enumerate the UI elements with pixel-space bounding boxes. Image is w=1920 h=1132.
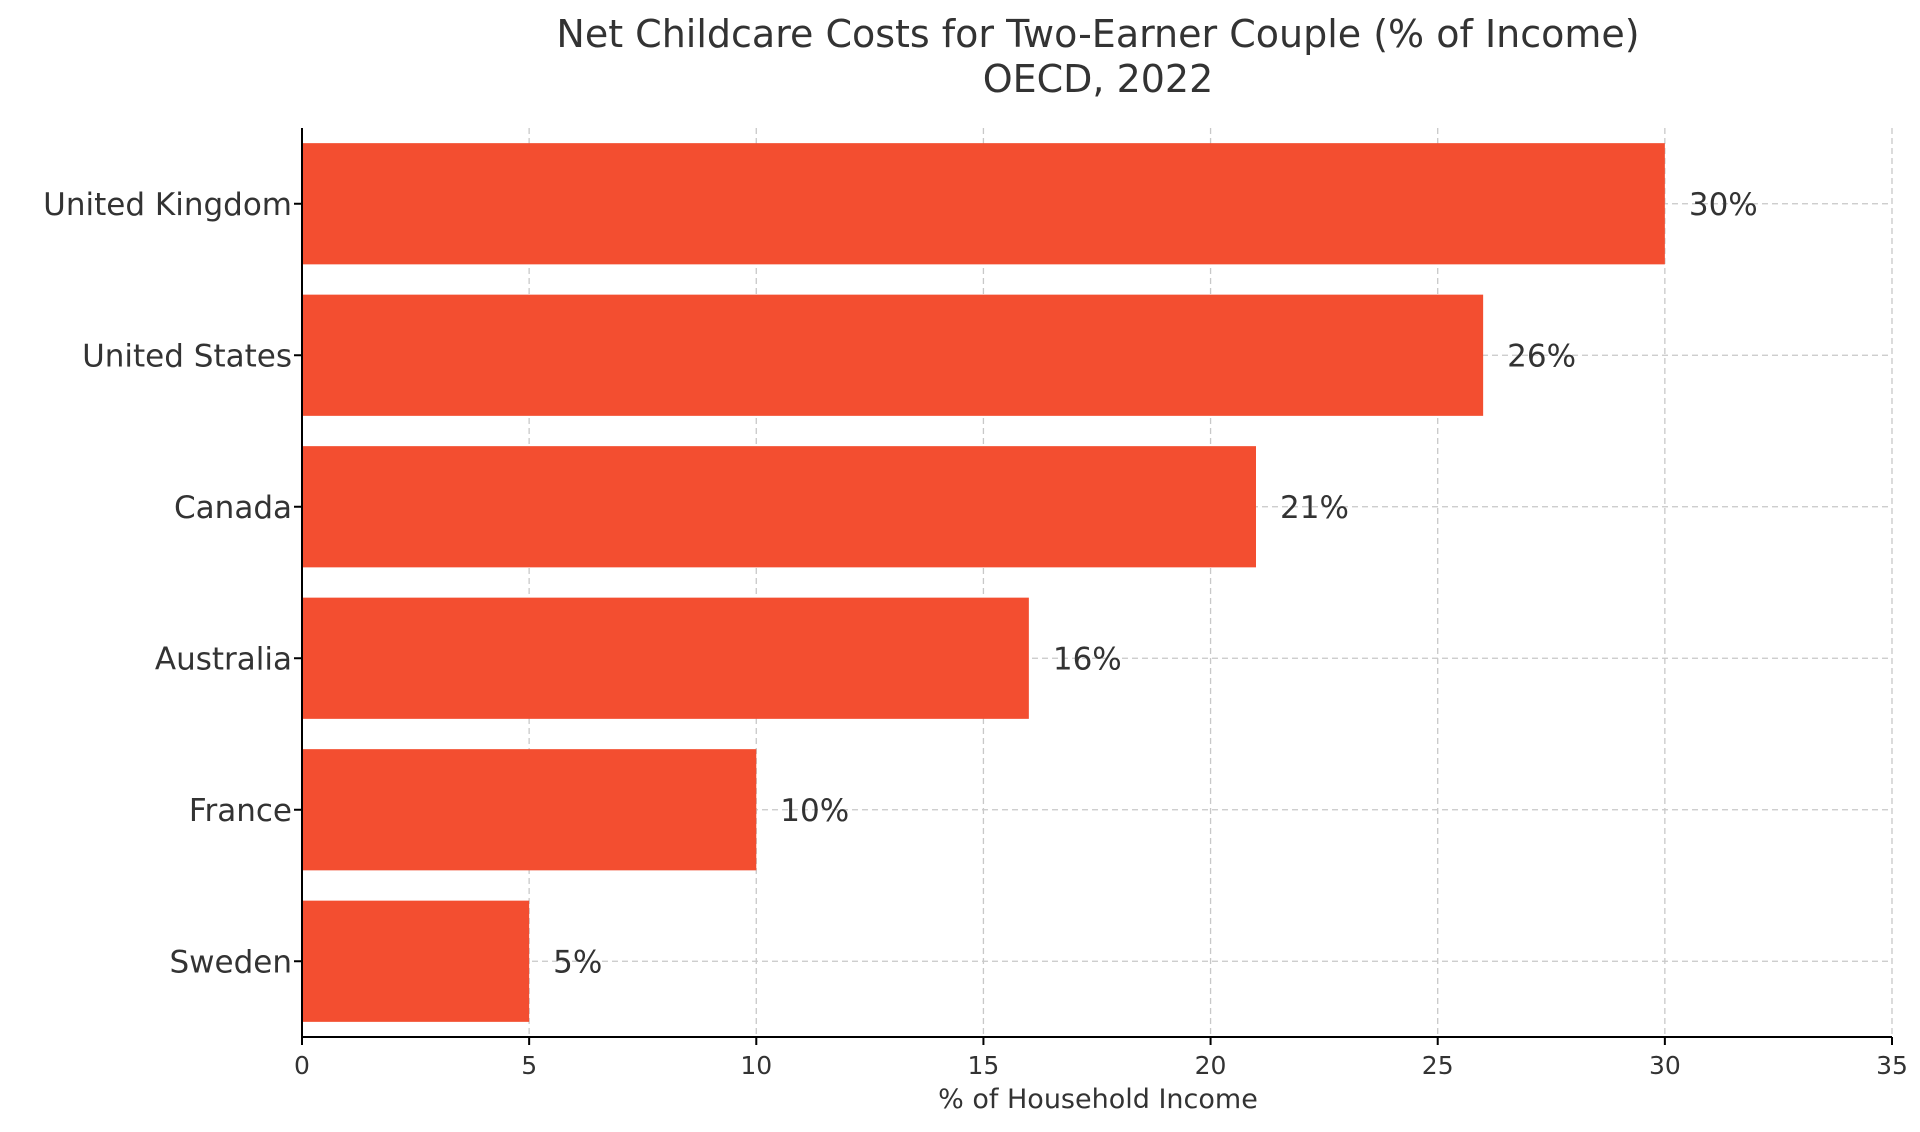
x-tick-label: 15 <box>968 1051 1000 1080</box>
bar-united-kingdom <box>302 143 1665 265</box>
y-tick-label: United Kingdom <box>43 187 292 223</box>
value-label: 5% <box>553 944 602 980</box>
bar-united-states <box>302 294 1484 416</box>
bar-france <box>302 749 757 871</box>
x-tick-label: 10 <box>740 1051 772 1080</box>
y-tick-label: Canada <box>174 490 292 526</box>
x-tick-label: 20 <box>1195 1051 1227 1080</box>
value-label: 30% <box>1689 187 1758 223</box>
grid-lines <box>302 128 1893 1037</box>
x-tick-label: 0 <box>294 1051 310 1080</box>
chart-subtitle: OECD, 2022 <box>983 57 1214 101</box>
value-label: 16% <box>1053 641 1122 677</box>
x-tick-label: 5 <box>521 1051 537 1080</box>
bars <box>302 143 1665 1022</box>
y-tick-label: Australia <box>155 641 292 677</box>
axes: 0 5 10 15 20 25 30 35 United Kingdom United State… <box>43 128 1908 1080</box>
value-label: 21% <box>1280 490 1349 526</box>
value-label: 26% <box>1507 338 1576 374</box>
y-tick-label: United States <box>82 338 292 374</box>
chart-title: Net Childcare Costs for Two-Earner Coupl… <box>556 12 1639 56</box>
y-tick-label: France <box>189 793 292 829</box>
x-tick-label: 35 <box>1876 1051 1908 1080</box>
y-tick-label: Sweden <box>169 944 292 980</box>
bar-sweden <box>302 900 530 1022</box>
x-tick-label: 30 <box>1649 1051 1681 1080</box>
bar-australia <box>302 597 1029 719</box>
x-tick-label: 25 <box>1422 1051 1454 1080</box>
value-label: 10% <box>780 793 849 829</box>
bar-canada <box>302 446 1256 568</box>
value-labels: 30% 26% 21% 16% 10% 5% <box>553 187 1758 981</box>
x-axis-title: % of Household Income <box>938 1084 1258 1115</box>
